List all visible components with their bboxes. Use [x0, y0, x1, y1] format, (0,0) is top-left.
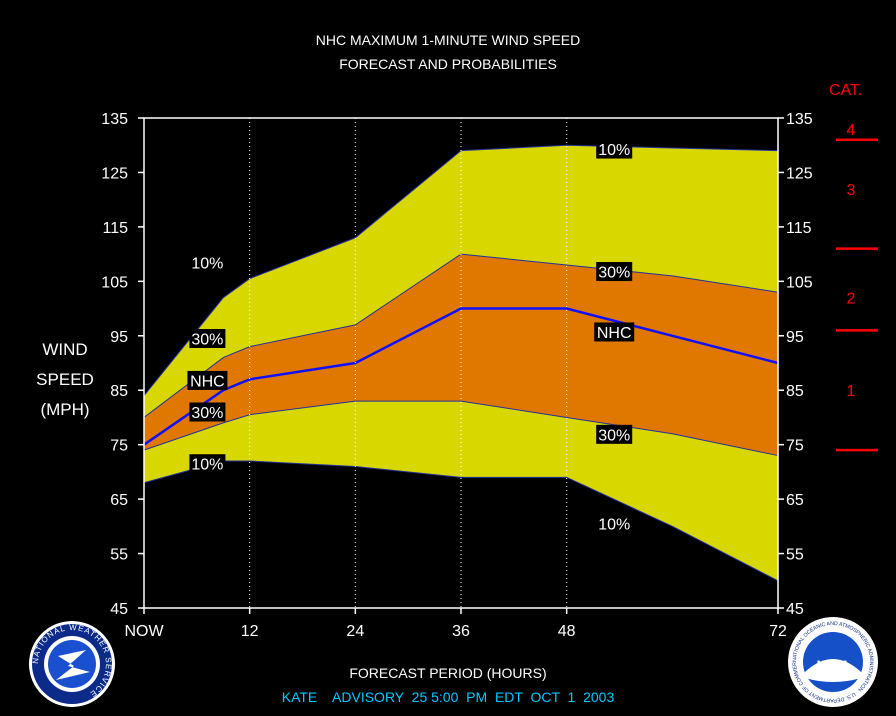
series-line-3: [143, 400, 779, 457]
y-axis-label-line2: SPEED: [36, 370, 94, 389]
y-tick-label-right-55: 55: [786, 547, 804, 564]
y-tick-label-right-105: 105: [786, 274, 813, 291]
y-tick-label-right-95: 95: [786, 329, 804, 346]
band-label-5: 10%: [598, 142, 630, 159]
band-label-8: 30%: [598, 427, 630, 444]
y-tick-label-right-45: 45: [786, 601, 804, 618]
band-label-box-0: [189, 252, 226, 272]
y-tick-label-left-75: 75: [110, 438, 128, 455]
band-label-box-7: [594, 322, 635, 342]
nws-logo: NATIONAL WEATHER SERVICE: [29, 621, 115, 707]
band-label-7: NHC: [597, 325, 632, 342]
y-tick-label-right-125: 125: [786, 165, 813, 182]
y-tick-label-left-115: 115: [102, 220, 128, 237]
y-tick-label-right-115: 115: [786, 220, 812, 237]
advisory-line: KATE ADVISORY 25 5:00 PM EDT OCT 1 2003: [281, 689, 615, 705]
band-label-4: 10%: [191, 457, 223, 474]
chart-title-line2: FORECAST AND PROBABILITIES: [339, 56, 557, 72]
series-line-0: [143, 144, 779, 396]
category-label-1: 1: [847, 383, 856, 400]
band-label-box-5: [596, 139, 633, 159]
y-tick-label-left-105: 105: [101, 274, 128, 291]
series-line-1: [143, 253, 779, 418]
band-label-box-6: [596, 262, 633, 282]
y-tick-label-left-125: 125: [101, 165, 128, 182]
y-tick-label-left-135: 135: [101, 111, 128, 128]
y-axis-label-line1: WIND: [42, 340, 88, 359]
band-label-box-3: [189, 402, 226, 422]
band-label-3: 30%: [191, 405, 223, 422]
noaa-logo-text: NOAA: [817, 659, 849, 671]
category-label-2: 2: [847, 291, 856, 308]
category-label-3: 3: [847, 182, 856, 199]
nhc-forecast-line: [143, 307, 779, 446]
x-axis-label: FORECAST PERIOD (HOURS): [349, 665, 547, 681]
y-tick-label-left-45: 45: [110, 601, 128, 618]
band-label-6: 30%: [598, 265, 630, 282]
y-tick-label-right-75: 75: [786, 438, 804, 455]
x-tick-label-36: 36: [452, 623, 470, 640]
noaa-logo: NOAA NATIONAL OCEANIC AND ATMOSPHERIC AD…: [787, 616, 878, 707]
band-label-2: NHC: [190, 373, 225, 390]
y-tick-label-left-65: 65: [110, 492, 128, 509]
y-tick-label-right-85: 85: [786, 383, 804, 400]
x-tick-label-48: 48: [558, 623, 576, 640]
y-tick-label-right-65: 65: [786, 492, 804, 509]
band-label-box-2: [187, 370, 228, 390]
category-title: CAT.: [829, 82, 863, 99]
band-label-9: 10%: [598, 517, 630, 534]
band-label-box-4: [189, 454, 226, 474]
band-label-0: 10%: [191, 255, 223, 272]
y-tick-label-left-55: 55: [110, 547, 128, 564]
y-axis-label-line3: (MPH): [40, 400, 90, 419]
series-line-4: [143, 460, 779, 582]
band-label-1: 30%: [191, 332, 223, 349]
band-label-box-1: [189, 329, 226, 348]
x-tick-label-72: 72: [769, 623, 787, 640]
category-label-4: 4: [847, 122, 856, 139]
band-label-box-8: [596, 424, 633, 444]
y-tick-label-left-85: 85: [110, 383, 128, 400]
y-tick-label-right-135: 135: [786, 111, 813, 128]
x-tick-label-0: NOW: [124, 623, 164, 640]
x-tick-label-12: 12: [241, 623, 259, 640]
band-label-box-9: [596, 514, 633, 534]
chart-title-line1: NHC MAXIMUM 1-MINUTE WIND SPEED: [315, 32, 581, 48]
x-tick-label-24: 24: [346, 623, 364, 640]
y-tick-label-left-95: 95: [110, 329, 128, 346]
